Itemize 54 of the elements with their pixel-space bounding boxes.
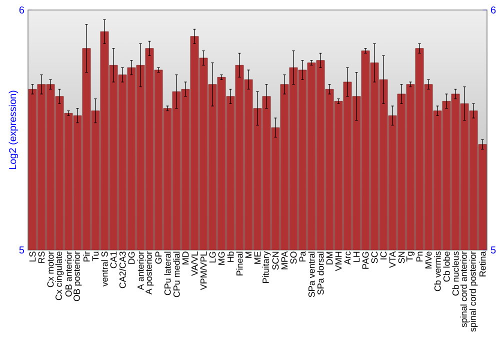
x-tick-label: LG [209,252,216,262]
x-tick-label: CPu lateral [164,252,171,296]
x-tick-label: M [245,252,252,258]
x-tick-label: GP [155,252,162,264]
x-tick-label: RS [38,252,45,263]
x-tick-label: CPu medial [173,252,180,298]
x-tick-label: PAG [362,252,369,269]
x-tick-label: MG [218,252,225,265]
x-tick-label: VPM/VPL [200,251,207,290]
x-tick-label: VA/VL [191,251,198,276]
x-tick-label: VTA [389,251,396,268]
x-tick-label: Cb lobe [443,252,450,282]
x-tick-label: Cb vermis [434,252,441,292]
x-tick-label: Pn [416,252,423,262]
x-tick-label: OB posterior [73,251,82,302]
x-tick-label: MVe [425,252,432,268]
x-tick-label: SPa dorsal [317,252,324,295]
x-tick-label: Pa [299,251,306,262]
x-tick-label: Cx cingulate [55,252,64,300]
x-tick-label: IC [380,252,387,260]
x-tick-label: LS [29,252,36,262]
x-tick-label: Arc [344,251,351,265]
x-tick-label: Pituitary [262,251,271,283]
x-tick-label: Tg [406,252,415,262]
x-tick-label: A anterior [137,251,144,290]
x-tick-label: MD [182,252,189,264]
x-tick-label: ventral S [101,252,108,287]
x-tick-label: SN [398,252,405,264]
x-tick-label: CA1 [110,252,117,268]
x-tick-label: Cb nucleus [452,252,459,296]
x-tick-label: Retina [479,251,486,276]
x-tick-label: OB anterior [65,251,72,297]
x-tick-label: SC [371,252,378,264]
x-tick-label: Hb [227,252,234,262]
x-tick-label: Pir [83,251,90,262]
x-tick-label: Pineal [236,252,243,276]
x-tick-label: SPa ventral [308,252,315,298]
y-axis-title: Log2 (expression) [8,90,18,170]
x-tick-label: SCN [272,252,279,270]
x-tick-label: spinal cord posterior [469,251,478,332]
x-tick-label: DM [326,252,333,264]
y2-tick-label: 6 [491,6,496,14]
x-tick-label: VMH [335,252,342,272]
x-tick-label: LH [353,252,360,262]
x-tick-label: CA2/CA3 [119,252,126,288]
x-tick-label: ME [254,252,261,264]
x-tick-label: Tu [92,252,99,262]
x-tick-label: A posterior [145,251,154,295]
x-tick-label: SO [290,252,297,264]
y2-tick-label: 5 [490,246,496,254]
x-tick-label: spinal cord anterior [460,251,469,328]
x-tick-label: Cx motor [47,251,54,288]
x-tick-label: MPA [281,251,288,270]
x-tick-label: DG [128,252,135,264]
